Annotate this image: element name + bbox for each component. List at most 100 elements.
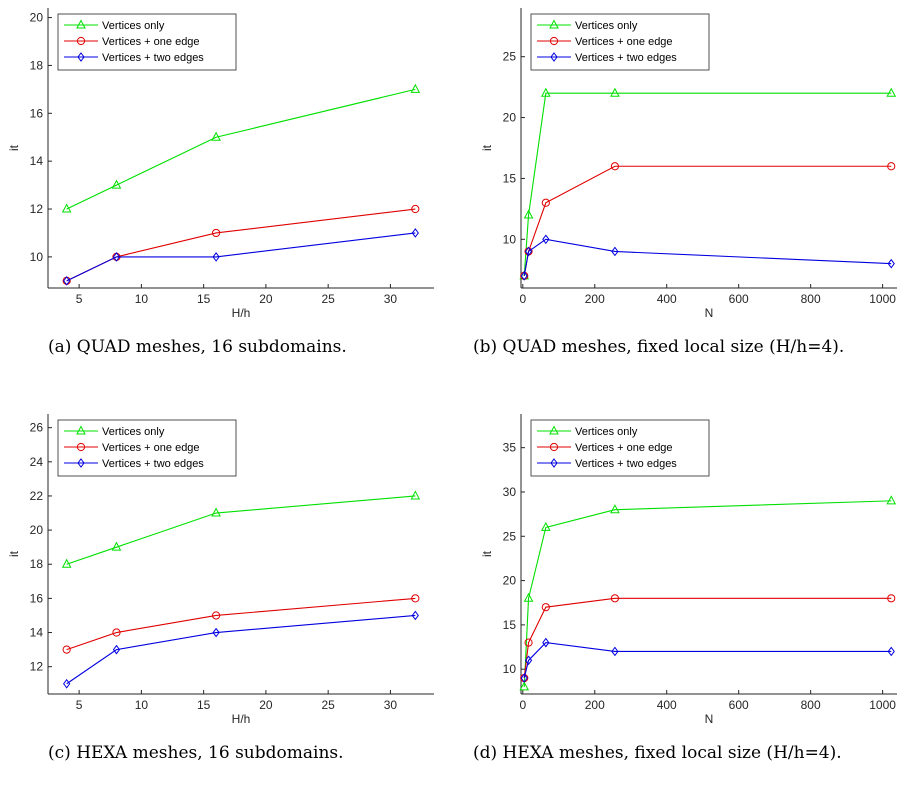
x-tick-label: 600 [729,292,749,306]
x-tick-label: 400 [657,698,677,712]
series-line [66,495,416,565]
caption-b: (b) QUAD meshes, fixed local size (H/h=4… [473,337,845,357]
legend-marker [76,36,86,46]
series-2 [520,234,895,281]
data-point [887,258,895,269]
y-tick-label: 12 [30,202,44,216]
legend-label: Vertices + one edge [575,36,673,48]
data-point [211,611,221,620]
data-point [211,507,221,517]
x-tick-label: 5 [76,698,83,712]
data-point [610,87,620,97]
data-point [112,644,121,655]
data-point [410,490,421,500]
data-point [411,594,420,603]
x-tick-label: 15 [197,292,211,306]
legend-marker [77,52,85,62]
data-point [212,252,220,262]
data-point [112,628,121,637]
series-2 [63,610,419,689]
y-tick-label: 25 [503,50,517,64]
data-point [541,603,550,612]
x-tick-label: 800 [801,698,821,712]
series-line [523,500,892,687]
x-axis-label: H/h [232,306,251,320]
data-point [524,638,533,647]
legend-marker [76,442,86,452]
y-tick-label: 10 [503,662,517,676]
y-tick-label: 10 [30,250,44,264]
chart-d: 0 200 400 600 800 1000 10 15 20 25 30 35 Nit Vertices… [480,414,897,726]
data-point [542,637,550,648]
data-point [520,270,528,281]
legend-box [530,13,710,71]
chart-c: 5 10 15 20 25 30 12 14 16 18 20 22 24 26 H/h it Vertices… [7,414,434,726]
data-point [61,558,72,568]
y-tick-label: 20 [503,111,517,125]
x-tick-label: 600 [729,698,749,712]
x-tick-label: 200 [585,698,605,712]
data-point [111,179,122,189]
legend: Vertices only Vertices + one edge Vertices… [530,419,710,477]
y-tick-label: 20 [503,574,517,588]
x-axis-label: N [705,712,714,726]
data-point [212,627,220,638]
y-axis-label: it [7,550,21,557]
series-0 [61,83,421,213]
legend-label: Vertices only [575,426,638,438]
x-tick-label: 15 [197,698,211,712]
series-line [66,208,416,282]
series-line [523,642,892,679]
chart-panel-a: 5 10 15 20 25 30 10 12 14 16 18 20 H/h it Vertices onl… [0,0,453,406]
y-axis-label: it [480,144,494,151]
chart-panel-c: 5 10 15 20 25 30 12 14 16 18 20 22 24 26 H/h it Vertices… [0,406,453,812]
data-point [610,162,620,171]
legend: Vertices only Vertices + one edge Vertices… [57,419,237,477]
x-tick-label: 20 [259,292,273,306]
y-axis-label: it [7,144,21,151]
series-2 [63,228,419,286]
legend: Vertices only Vertices + one edge Vertices… [530,13,710,71]
data-point [411,228,419,238]
data-point [410,83,421,93]
x-tick-label: 10 [135,292,149,306]
y-axis-label: it [480,550,494,557]
x-tick-label: 0 [519,292,526,306]
y-tick-label: 25 [503,529,517,543]
data-point [211,131,221,141]
x-tick-label: 30 [384,292,398,306]
legend-marker [76,425,86,435]
data-point [611,646,619,657]
legend-label: Vertices + two edges [575,52,677,64]
caption-c: (c) HEXA meshes, 16 subdomains. [48,743,344,763]
data-point [541,198,550,207]
data-point [63,678,71,689]
data-point [524,655,533,666]
data-point [887,162,896,171]
data-point [540,521,551,531]
data-point [524,246,533,257]
data-point [610,504,620,514]
y-tick-label: 26 [30,421,44,435]
legend-marker [549,36,559,46]
data-point [111,541,122,551]
chart-a: 5 10 15 20 25 30 10 12 14 16 18 20 H/h it Vertices onl… [7,8,434,320]
series-1 [62,204,420,285]
y-tick-label: 16 [30,591,44,605]
legend-marker [549,19,559,29]
caption-d: (d) HEXA meshes, fixed local size (H/h=4… [473,743,842,763]
legend-label: Vertices + one edge [575,442,673,454]
y-tick-label: 15 [503,171,517,185]
legend-marker [76,19,86,29]
data-point [211,228,221,238]
legend-label: Vertices + two edges [102,52,204,64]
series-1 [520,594,896,683]
x-tick-label: 0 [519,698,526,712]
data-point [411,610,419,621]
series-line [523,165,892,276]
series-line [66,597,416,651]
legend-box [530,419,710,477]
series-0 [519,495,897,691]
